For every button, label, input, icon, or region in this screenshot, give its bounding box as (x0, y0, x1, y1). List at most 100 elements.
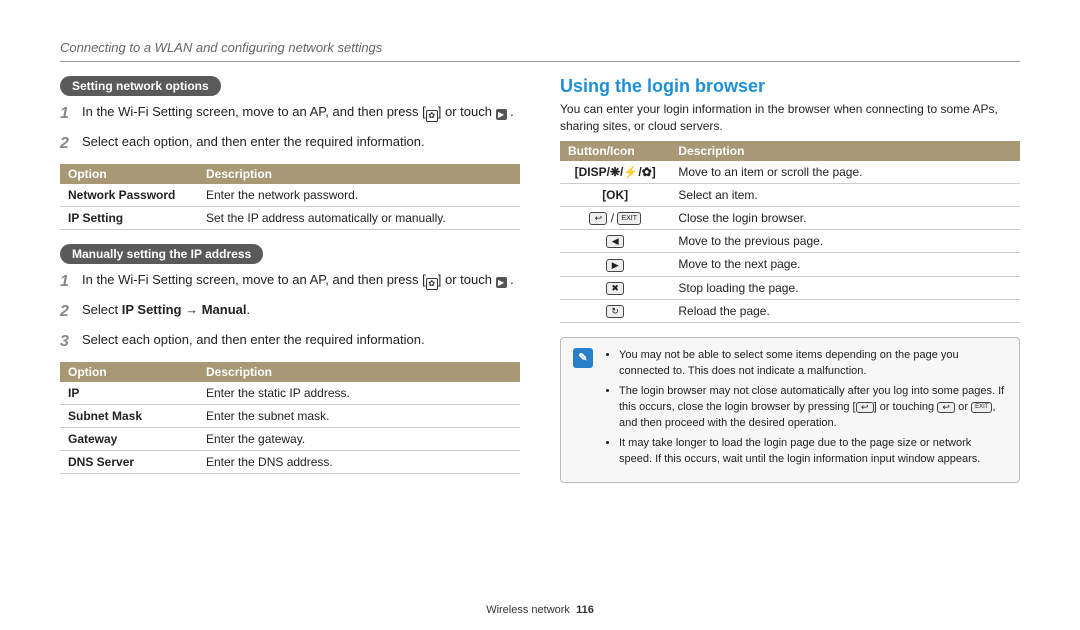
cell-key: DNS Server (60, 451, 198, 474)
table-row: GatewayEnter the gateway. (60, 428, 520, 451)
table-header-row: Button/Icon Description (560, 141, 1020, 161)
cell-val: Move to the previous page. (670, 229, 1020, 252)
page-footer: Wireless network 116 (0, 604, 1080, 616)
step-number: 1 (60, 270, 82, 294)
note-icon: ✎ (573, 348, 593, 368)
back-icon: ↩ (856, 402, 874, 413)
step-text: In the Wi-Fi Setting screen, move to an … (82, 102, 520, 126)
table-row: Network Password Enter the network passw… (60, 184, 520, 207)
note-box: ✎ You may not be able to select some ite… (560, 337, 1020, 483)
step-item: 2 Select each option, and then enter the… (60, 132, 520, 156)
table-ip-options: Option Description IPEnter the static IP… (60, 362, 520, 474)
cell-key: Network Password (60, 184, 198, 207)
step-item: 2 Select IP Setting → Manual. (60, 300, 520, 324)
bold-text: IP Setting (122, 302, 182, 317)
col-description: Description (198, 164, 520, 184)
cell-val: Enter the DNS address. (198, 451, 520, 474)
cell-val: Select an item. (670, 183, 1020, 206)
table-row: [OK]Select an item. (560, 183, 1020, 206)
cell-val: Reload the page. (670, 299, 1020, 322)
col-description: Description (670, 141, 1020, 161)
step-item: 1 In the Wi-Fi Setting screen, move to a… (60, 102, 520, 126)
macro-icon: ❋ (610, 165, 620, 179)
cell-key: IP Setting (60, 207, 198, 230)
reload-icon: ↻ (606, 305, 624, 318)
cell-icon: ◀ (560, 229, 670, 252)
flower-icon: ✿ (642, 165, 652, 179)
next-icon: ▶ (606, 259, 624, 272)
cell-icon: [OK] (560, 183, 670, 206)
cell-key: IP (60, 382, 198, 405)
exit-icon: EXIT (971, 402, 992, 413)
table-row: [DISP/❋/⚡/✿]Move to an item or scroll th… (560, 161, 1020, 184)
cell-val: Enter the subnet mask. (198, 405, 520, 428)
cell-icon: [DISP/❋/⚡/✿] (560, 161, 670, 184)
pill-setting-network-options: Setting network options (60, 76, 221, 96)
back-icon: ↩ (937, 402, 955, 413)
prev-icon: ◀ (606, 235, 624, 248)
cell-val: Move to an item or scroll the page. (670, 161, 1020, 184)
left-column: Setting network options 1 In the Wi-Fi S… (60, 76, 520, 488)
table-row: IP Setting Set the IP address automatica… (60, 207, 520, 230)
heading-login-browser: Using the login browser (560, 76, 1020, 97)
right-column: Using the login browser You can enter yo… (560, 76, 1020, 488)
table-header-row: Option Description (60, 362, 520, 382)
flash-icon: ⚡ (623, 165, 638, 179)
cell-val: Enter the network password. (198, 184, 520, 207)
cell-val: Stop loading the page. (670, 276, 1020, 299)
step-text: Select each option, and then enter the r… (82, 330, 520, 354)
table-row: ▶ Move to the next page. (560, 253, 1020, 276)
cell-icon: ✖ (560, 276, 670, 299)
flower-icon: ✿ (426, 278, 438, 290)
step-item: 1 In the Wi-Fi Setting screen, move to a… (60, 270, 520, 294)
cell-val: Move to the next page. (670, 253, 1020, 276)
arrow: → (181, 302, 201, 317)
note-item: The login browser may not close automati… (619, 384, 1007, 432)
step-text: Select IP Setting → Manual. (82, 300, 520, 324)
col-option: Option (60, 362, 198, 382)
table-row: ↩ / EXITClose the login browser. (560, 206, 1020, 229)
content-columns: Setting network options 1 In the Wi-Fi S… (60, 76, 1020, 488)
step-number: 2 (60, 300, 82, 324)
chevron-right-icon: ▶ (496, 109, 507, 120)
table-network-options: Option Description Network Password Ente… (60, 164, 520, 230)
exit-icon: EXIT (617, 212, 641, 225)
cell-key: Subnet Mask (60, 405, 198, 428)
table-row: ✖ Stop loading the page. (560, 276, 1020, 299)
step-text: In the Wi-Fi Setting screen, move to an … (82, 270, 520, 294)
col-button-icon: Button/Icon (560, 141, 670, 161)
pill-manual-ip: Manually setting the IP address (60, 244, 263, 264)
steps-manual-ip: 1 In the Wi-Fi Setting screen, move to a… (60, 270, 520, 354)
divider (60, 61, 1020, 62)
step-number: 2 (60, 132, 82, 156)
text: . (247, 302, 251, 317)
footer-section: Wireless network (486, 604, 570, 616)
cell-icon: ▶ (560, 253, 670, 276)
cell-icon: ↻ (560, 299, 670, 322)
breadcrumb: Connecting to a WLAN and configuring net… (60, 40, 1020, 55)
intro-text: You can enter your login information in … (560, 101, 1020, 135)
col-description: Description (198, 362, 520, 382)
step-number: 3 (60, 330, 82, 354)
footer-page-number: 116 (576, 604, 594, 616)
table-row: DNS ServerEnter the DNS address. (60, 451, 520, 474)
bold-text: Manual (202, 302, 247, 317)
cell-icon: ↩ / EXIT (560, 206, 670, 229)
table-row: ↻ Reload the page. (560, 299, 1020, 322)
table-row: Subnet MaskEnter the subnet mask. (60, 405, 520, 428)
cell-key: Gateway (60, 428, 198, 451)
step-item: 3 Select each option, and then enter the… (60, 330, 520, 354)
table-row: IPEnter the static IP address. (60, 382, 520, 405)
cell-val: Enter the gateway. (198, 428, 520, 451)
text: Select (82, 302, 122, 317)
cell-val: Close the login browser. (670, 206, 1020, 229)
note-item: You may not be able to select some items… (619, 348, 1007, 380)
step-text: Select each option, and then enter the r… (82, 132, 520, 156)
back-icon: ↩ (589, 212, 607, 225)
steps-network-options: 1 In the Wi-Fi Setting screen, move to a… (60, 102, 520, 156)
flower-icon: ✿ (426, 110, 438, 122)
note-item: It may take longer to load the login pag… (619, 436, 1007, 468)
stop-icon: ✖ (606, 282, 624, 295)
chevron-right-icon: ▶ (496, 277, 507, 288)
table-buttons: Button/Icon Description [DISP/❋/⚡/✿]Move… (560, 141, 1020, 324)
